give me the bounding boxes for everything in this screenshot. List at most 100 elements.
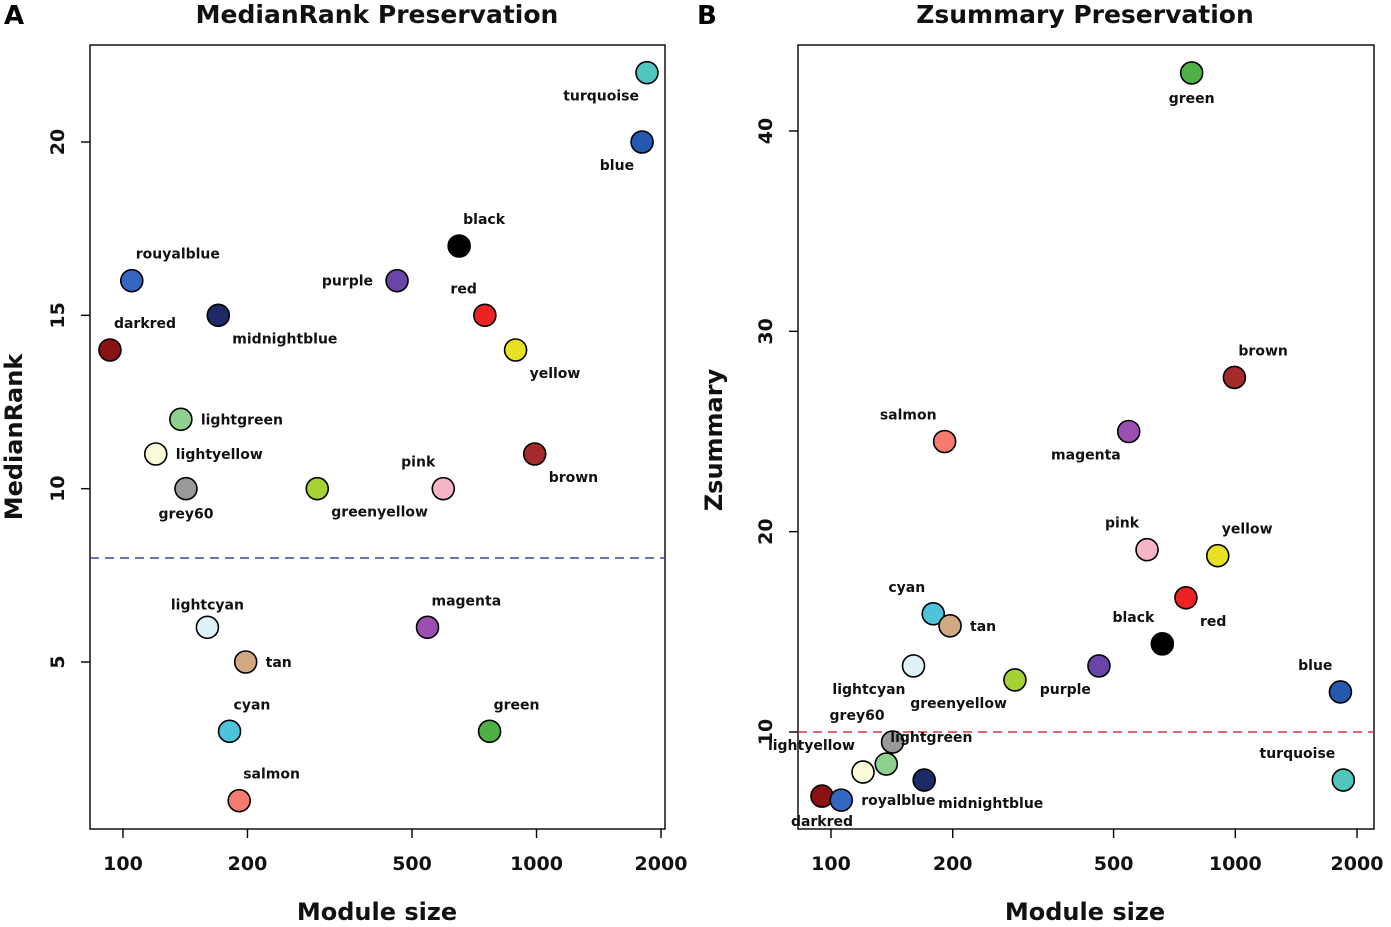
- point-yellow: [1205, 543, 1230, 568]
- point-brown: [522, 442, 547, 466]
- point-greenyellow: [1003, 668, 1027, 692]
- point-blue: [1328, 680, 1353, 704]
- point-purple: [1087, 654, 1111, 678]
- point-grey60: [174, 476, 198, 501]
- point-label-cyan: cyan: [888, 580, 925, 596]
- point-label-cyan: cyan: [234, 697, 271, 713]
- point-darkred: [98, 338, 122, 362]
- point-label-purple: purple: [1040, 682, 1091, 698]
- point-turquoise: [1331, 768, 1356, 792]
- point-pink: [1135, 537, 1159, 562]
- y-tick-label: 30: [755, 318, 777, 344]
- y-tick-label: 15: [47, 302, 69, 328]
- panel-a-points: turquoise blue black purple rouyalblue red mid…: [98, 60, 659, 813]
- point-green: [1179, 61, 1204, 85]
- point-pink: [431, 476, 456, 501]
- y-tick-label: 40: [755, 118, 777, 144]
- point-black: [447, 234, 471, 258]
- point-label-salmon: salmon: [243, 767, 300, 783]
- point-yellow: [503, 338, 528, 362]
- point-label-pink: pink: [1105, 516, 1140, 532]
- y-tick-label: 20: [47, 129, 69, 155]
- point-lightgreen: [169, 407, 193, 432]
- point-rouyalblue: [119, 268, 144, 293]
- x-tick-label: 2000: [635, 853, 688, 875]
- point-red: [473, 303, 497, 328]
- panel-a-plot-frame: [89, 44, 666, 830]
- point-label-darkred: darkred: [114, 316, 176, 332]
- x-tick-label: 500: [392, 853, 432, 875]
- x-tick-label: 2000: [1331, 853, 1384, 875]
- point-tan: [938, 614, 962, 638]
- point-label-grey60: grey60: [158, 507, 213, 523]
- point-label-red: red: [1200, 614, 1226, 630]
- point-label-grey60: grey60: [830, 708, 885, 724]
- y-tick-label: 10: [47, 475, 69, 501]
- point-brown: [1222, 365, 1247, 390]
- panel-b-points: green brown magenta salmon pink yellow red cyan…: [768, 61, 1356, 830]
- point-blue: [630, 130, 654, 154]
- panel-a-medianrank: A MedianRank Preservation Module size Me…: [0, 0, 687, 926]
- point-label-black: black: [1112, 610, 1155, 626]
- point-label-turquoise: turquoise: [563, 89, 639, 105]
- point-lightgreen: [874, 752, 899, 776]
- point-label-lightyellow: lightyellow: [768, 738, 855, 754]
- point-label-pink: pink: [401, 455, 436, 471]
- point-label-lightgreen: lightgreen: [890, 730, 972, 746]
- point-label-blue: blue: [1298, 658, 1332, 674]
- point-label-purple: purple: [322, 274, 373, 290]
- panel-b-letter: B: [697, 1, 717, 31]
- point-salmon: [932, 429, 957, 454]
- point-label-royalblue: royalblue: [861, 793, 935, 809]
- point-black: [1150, 632, 1175, 656]
- point-label-midnightblue: midnightblue: [232, 331, 337, 347]
- panel-a-letter: A: [4, 1, 24, 31]
- point-magenta: [1116, 419, 1141, 444]
- point-cyan: [921, 602, 946, 626]
- point-tan: [233, 650, 258, 674]
- point-label-greenyellow: greenyellow: [331, 505, 428, 521]
- panel-a-y-axis-label: MedianRank: [0, 353, 28, 521]
- point-label-rouyalblue: rouyalblue: [136, 247, 220, 263]
- point-label-red: red: [450, 281, 476, 297]
- point-label-yellow: yellow: [1222, 522, 1273, 538]
- point-midnightblue: [206, 303, 231, 328]
- point-label-brown: brown: [1238, 343, 1287, 359]
- x-tick-label: 500: [1094, 853, 1134, 875]
- point-turquoise: [635, 60, 659, 85]
- panel-b-ticks: 100 200 500 1000 2000 10 20 30 40: [755, 118, 1383, 875]
- point-label-green: green: [1169, 91, 1215, 107]
- panel-b-title: Zsummary Preservation: [916, 0, 1254, 29]
- y-tick-label: 10: [755, 719, 777, 745]
- point-label-tan: tan: [970, 619, 996, 635]
- point-label-salmon: salmon: [880, 408, 937, 424]
- point-label-lightgreen: lightgreen: [201, 412, 283, 428]
- point-midnightblue: [912, 768, 936, 792]
- point-label-magenta: magenta: [432, 593, 502, 609]
- point-lightcyan: [901, 654, 926, 678]
- x-tick-label: 100: [103, 853, 143, 875]
- point-label-darkred: darkred: [791, 814, 853, 830]
- point-lightyellow: [143, 442, 168, 466]
- point-darkred: [810, 784, 834, 808]
- point-label-greenyellow: greenyellow: [910, 696, 1007, 712]
- point-greenyellow: [305, 476, 330, 501]
- y-tick-label: 20: [755, 518, 777, 544]
- point-red: [1174, 585, 1198, 610]
- point-label-lightyellow: lightyellow: [176, 447, 263, 463]
- point-label-tan: tan: [266, 655, 292, 671]
- point-label-lightcyan: lightcyan: [832, 682, 905, 698]
- panel-a-title: MedianRank Preservation: [196, 0, 559, 29]
- point-green: [477, 719, 502, 744]
- panel-b-x-axis-label: Module size: [1005, 898, 1165, 926]
- point-cyan: [217, 719, 242, 744]
- panel-a-ticks: 100 200 500 1000 2000 5 10 15 20: [47, 129, 687, 875]
- point-label-brown: brown: [549, 470, 598, 486]
- point-magenta: [415, 615, 440, 640]
- point-purple: [385, 268, 409, 293]
- point-label-green: green: [494, 697, 540, 713]
- point-lightcyan: [195, 615, 220, 640]
- x-tick-label: 100: [811, 853, 851, 875]
- panel-b-y-axis-label: Zsummary: [700, 368, 728, 511]
